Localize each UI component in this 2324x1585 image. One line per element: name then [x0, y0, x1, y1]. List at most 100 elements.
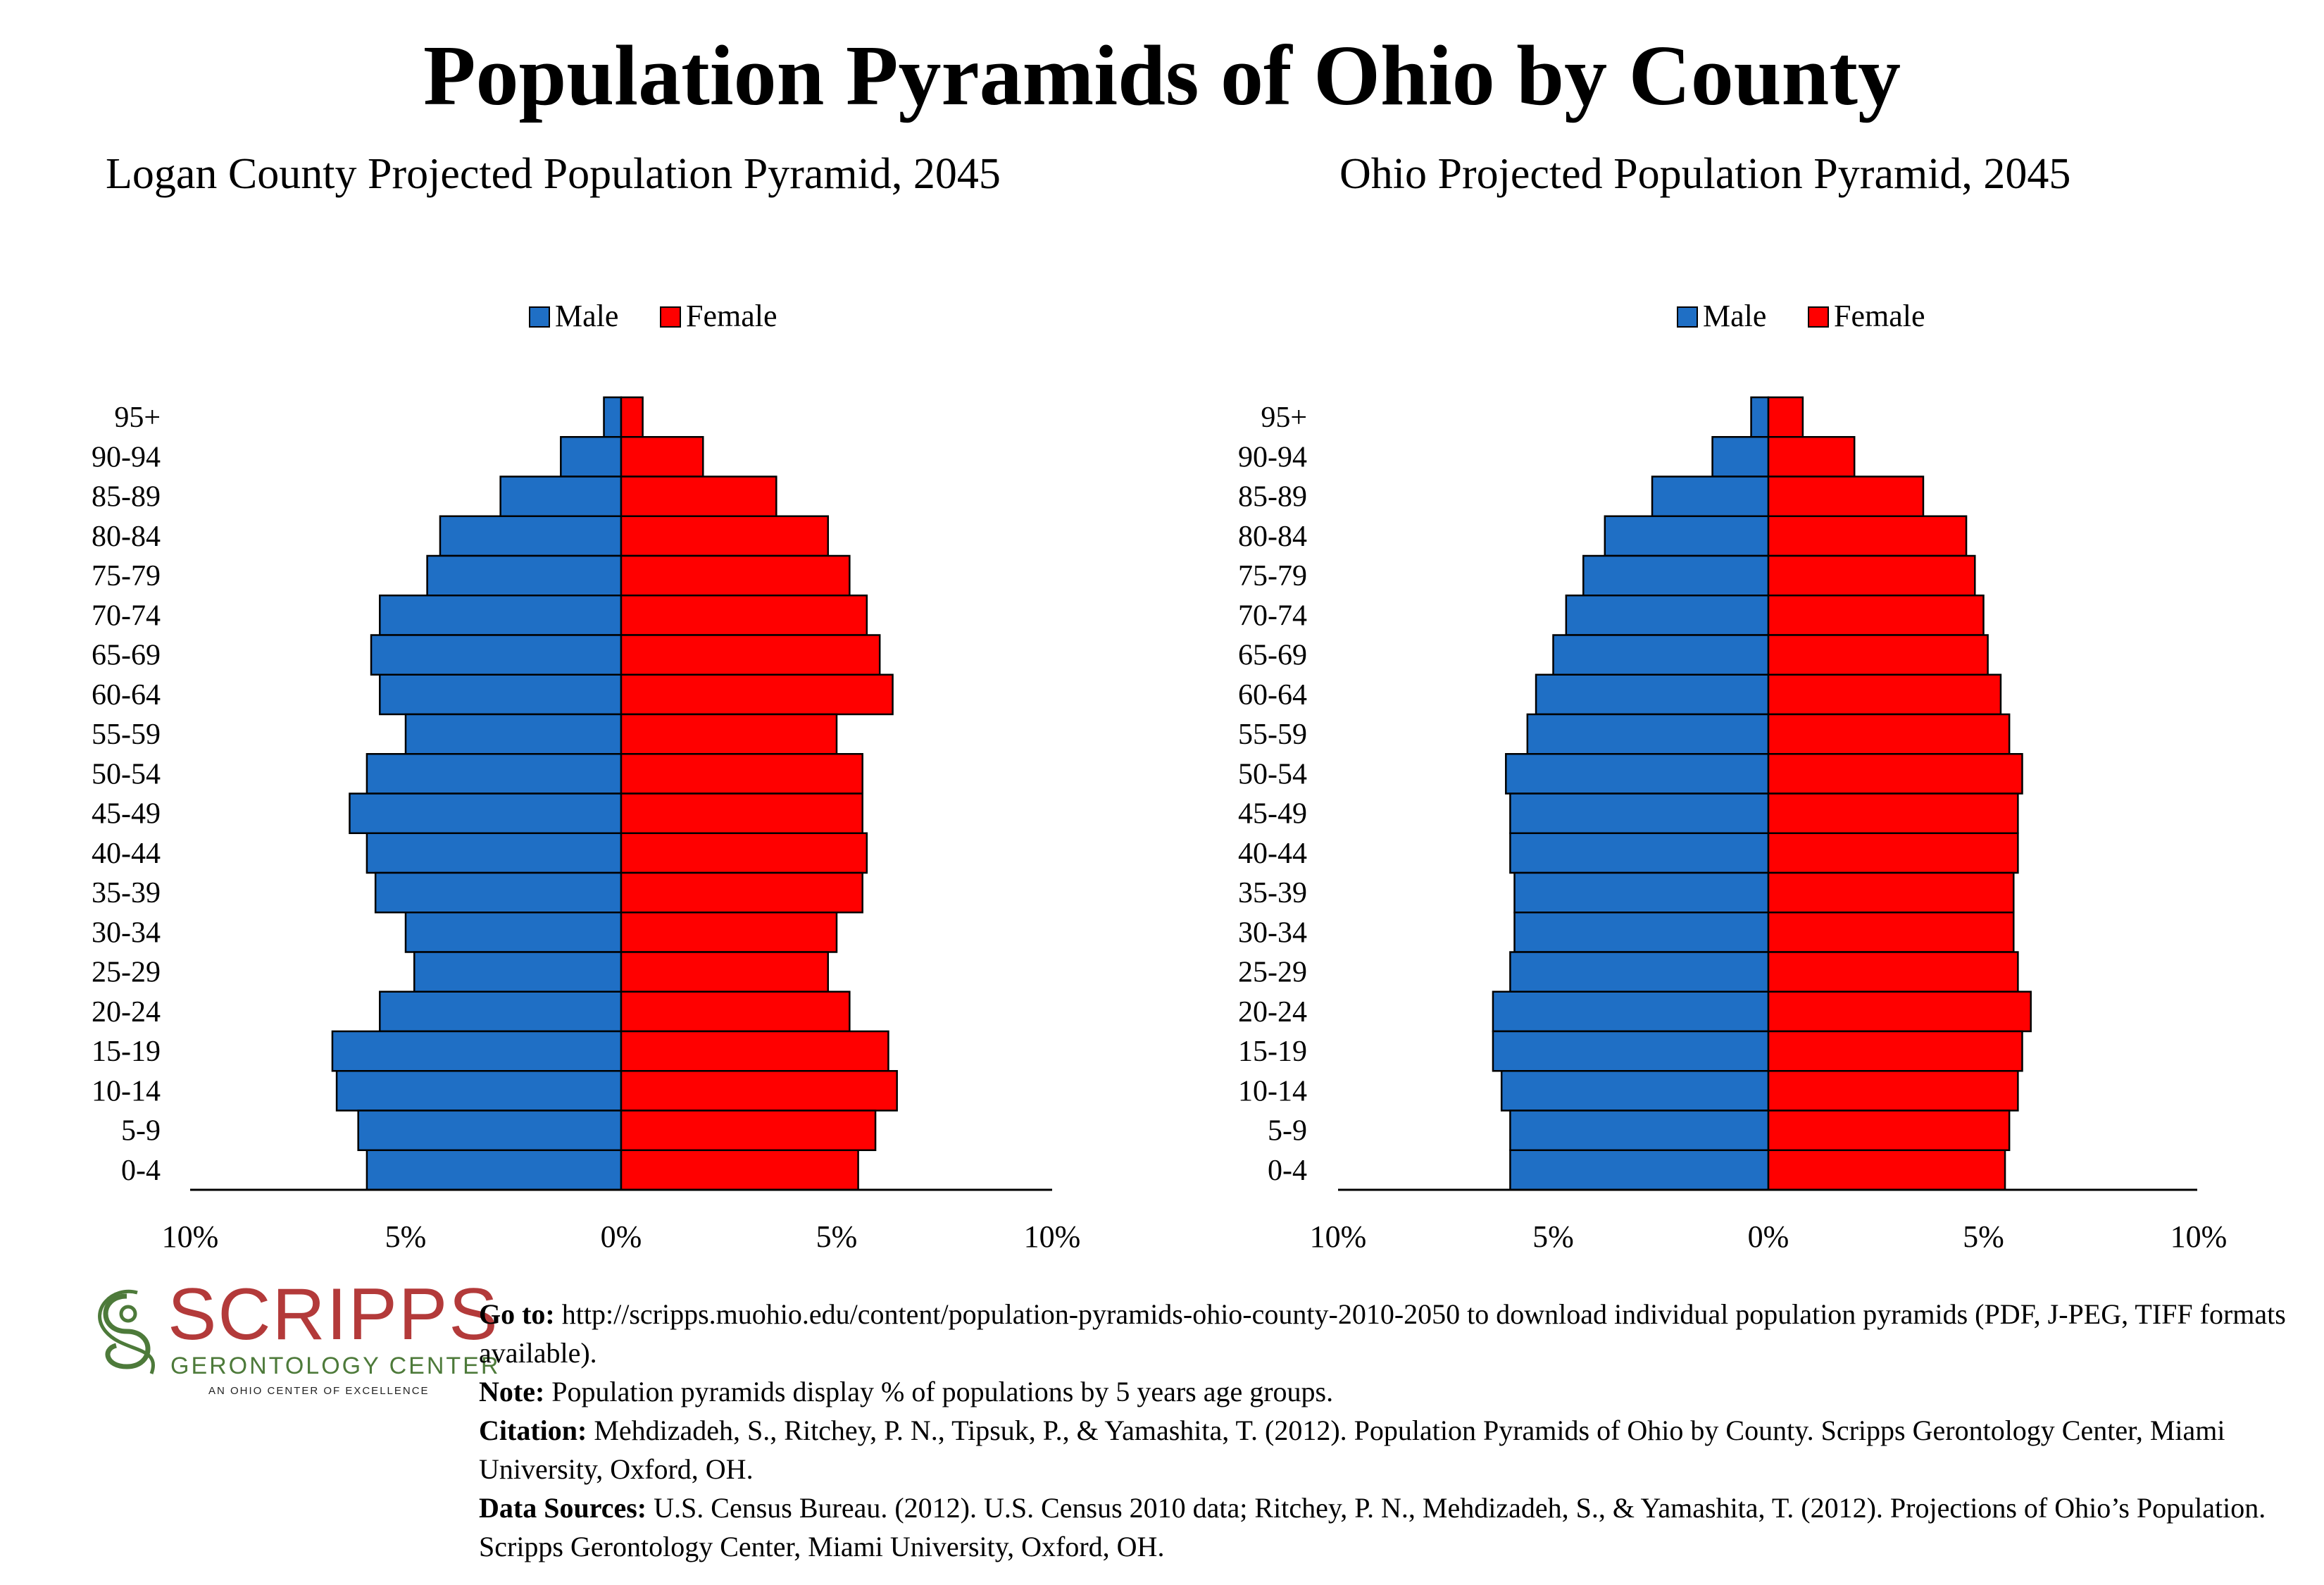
- ohio-male-bar-5-9: [1509, 1110, 1770, 1151]
- logan-tick-label: 5%: [385, 1219, 427, 1254]
- logan-age-label: 30-34: [92, 916, 161, 949]
- logan-age-label: 25-29: [92, 957, 161, 989]
- logan-female-bar-0-4: [620, 1149, 859, 1191]
- ohio-female-bar-60-64: [1767, 673, 2002, 716]
- logan-age-label: 15-19: [92, 1036, 161, 1068]
- ohio-tick-label: 5%: [1963, 1219, 2004, 1254]
- ohio-female-bar-5-9: [1767, 1110, 2011, 1151]
- logan-female-bar-70-74: [620, 595, 868, 636]
- ohio-female-bar-10-14: [1767, 1070, 2019, 1112]
- ohio-male-bar-60-64: [1535, 673, 1770, 716]
- logan-male-bar-10-14: [335, 1070, 623, 1112]
- ohio-age-label: 55-59: [1238, 719, 1307, 751]
- logan-age-label: 70-74: [92, 599, 161, 632]
- ohio-male-bar-75-79: [1582, 554, 1770, 597]
- ohio-female-bar-65-69: [1767, 634, 1989, 676]
- logan-age-label: 90-94: [92, 441, 161, 473]
- ohio-male-bar-80-84: [1604, 515, 1770, 557]
- logan-age-label: 80-84: [92, 521, 161, 553]
- citation-note: Citation: Mehdizadeh, S., Ritchey, P. N.…: [479, 1411, 2310, 1488]
- ohio-male-bar-70-74: [1565, 595, 1770, 636]
- ohio-male-bar-35-39: [1513, 871, 1770, 914]
- ohio-age-label: 20-24: [1238, 996, 1307, 1028]
- main-title: Population Pyramids of Ohio by County: [423, 28, 1901, 123]
- logan-female-bar-25-29: [620, 951, 830, 993]
- ohio-male-bar-55-59: [1526, 713, 1770, 755]
- logan-age-label: 40-44: [92, 838, 161, 870]
- ohio-male-bar-65-69: [1552, 634, 1770, 676]
- logan-female-bar-20-24: [620, 990, 851, 1033]
- note-label: Note:: [479, 1376, 545, 1407]
- scripps-swirl-icon: [98, 1289, 155, 1374]
- logan-female-bar-40-44: [620, 832, 868, 874]
- logan-male-bar-40-44: [366, 832, 623, 874]
- ohio-age-label: 85-89: [1238, 481, 1307, 514]
- logan-female-bar-95+: [620, 396, 644, 438]
- ohio-age-label: 10-14: [1238, 1075, 1307, 1107]
- ohio-age-label: 70-74: [1238, 599, 1307, 632]
- logan-male-bar-45-49: [349, 792, 623, 834]
- logan-legend-male-label: Male: [555, 299, 618, 333]
- logan-age-label: 60-64: [92, 679, 161, 711]
- ohio-age-label: 65-69: [1238, 640, 1307, 672]
- logan-male-bar-15-19: [331, 1030, 623, 1072]
- ohio-age-label: 40-44: [1238, 838, 1307, 870]
- logan-age-label: 55-59: [92, 719, 161, 751]
- logan-male-bar-85-89: [499, 476, 623, 517]
- ohio-male-bar-45-49: [1509, 792, 1770, 834]
- goto-text: http://scripps.muohio.edu/content/popula…: [479, 1298, 2286, 1369]
- logan-tick-label: 10%: [162, 1219, 219, 1254]
- ohio-male-bar-25-29: [1509, 951, 1770, 993]
- scripps-logo: SCRIPPS GERONTOLOGY CENTER AN OHIO CENTE…: [85, 1278, 498, 1409]
- logan-male-bar-95+: [603, 396, 623, 438]
- ohio-female-bar-20-24: [1767, 990, 2032, 1033]
- logan-female-bar-80-84: [620, 515, 830, 557]
- chart-title-logan: Logan County Projected Population Pyrami…: [106, 150, 1001, 198]
- logan-female-bar-90-94: [620, 436, 704, 478]
- ohio-female-bar-40-44: [1767, 832, 2019, 874]
- logo-tagline: AN OHIO CENTER OF EXCELLENCE: [208, 1385, 430, 1397]
- logan-male-bar-25-29: [413, 951, 623, 993]
- ohio-female-bar-50-54: [1767, 753, 2023, 795]
- ohio-tick-label: 5%: [1532, 1219, 1574, 1254]
- ohio-age-label: 5-9: [1268, 1115, 1307, 1148]
- logo-subtitle: GERONTOLOGY CENTER: [170, 1353, 501, 1379]
- sources-text: U.S. Census Bureau. (2012). U.S. Census …: [479, 1492, 2266, 1562]
- goto-note: Go to: http://scripps.muohio.edu/content…: [479, 1295, 2310, 1372]
- logan-age-label: 75-79: [92, 560, 161, 592]
- logan-age-label: 65-69: [92, 640, 161, 672]
- ohio-age-label: 30-34: [1238, 916, 1307, 949]
- logan-age-label: 50-54: [92, 758, 161, 790]
- ohio-male-bar-0-4: [1509, 1149, 1770, 1191]
- ohio-legend-female-label: Female: [1834, 299, 1925, 333]
- logan-age-label: 0-4: [121, 1155, 161, 1187]
- note-text: Population pyramids display % of populat…: [544, 1376, 1334, 1407]
- ohio-male-bar-30-34: [1513, 912, 1770, 953]
- ohio-male-bar-20-24: [1492, 990, 1770, 1033]
- logan-male-bar-35-39: [374, 871, 623, 914]
- ohio-female-bar-25-29: [1767, 951, 2019, 993]
- ohio-female-bar-45-49: [1767, 792, 2019, 834]
- ohio-female-bar-35-39: [1767, 871, 2015, 914]
- notes-block: Go to: http://scripps.muohio.edu/content…: [479, 1295, 2310, 1566]
- logan-male-bar-20-24: [379, 990, 623, 1033]
- logan-legend-female-swatch: [660, 306, 681, 328]
- ohio-tick-label: 10%: [2170, 1219, 2228, 1254]
- logan-female-bar-45-49: [620, 792, 863, 834]
- ohio-female-bar-55-59: [1767, 713, 2011, 755]
- ohio-legend-male-label: Male: [1703, 299, 1766, 333]
- ohio-male-bar-15-19: [1492, 1030, 1770, 1072]
- note-line: Note: Population pyramids display % of p…: [479, 1372, 2310, 1411]
- ohio-female-bar-80-84: [1767, 515, 1968, 557]
- ohio-female-bar-0-4: [1767, 1149, 2006, 1191]
- ohio-age-label: 25-29: [1238, 957, 1307, 989]
- logan-male-bar-5-9: [357, 1110, 623, 1151]
- citation-text: Mehdizadeh, S., Ritchey, P. N., Tipsuk, …: [479, 1415, 2225, 1485]
- logan-male-bar-0-4: [366, 1149, 623, 1191]
- logan-age-label: 5-9: [121, 1115, 161, 1148]
- ohio-female-bar-90-94: [1767, 436, 1856, 478]
- logan-female-bar-30-34: [620, 912, 838, 953]
- logan-male-bar-55-59: [404, 713, 623, 755]
- ohio-female-bar-30-34: [1767, 912, 2015, 953]
- ohio-tick-label: 10%: [1310, 1219, 1367, 1254]
